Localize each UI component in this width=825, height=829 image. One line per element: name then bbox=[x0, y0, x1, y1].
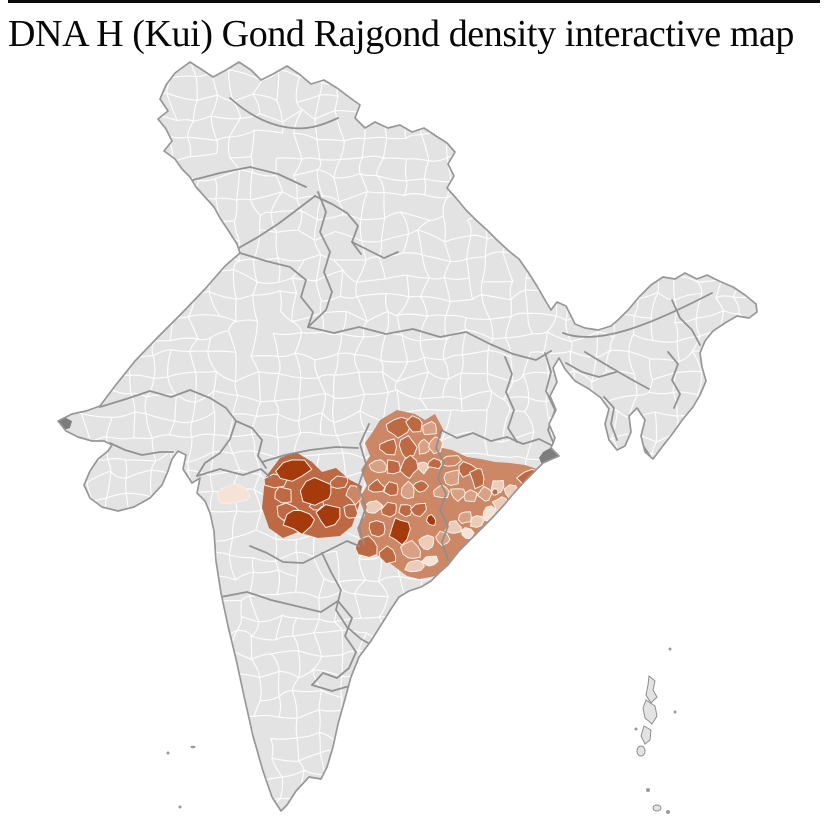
district-cell-l1[interactable] bbox=[275, 459, 313, 482]
district-cell-l2[interactable] bbox=[274, 486, 292, 504]
district-cell-l1[interactable] bbox=[388, 517, 411, 546]
district-cell-l1[interactable] bbox=[282, 510, 315, 535]
district-cell-l5[interactable] bbox=[404, 559, 425, 573]
district-cell-l4[interactable] bbox=[368, 459, 388, 474]
district-cell-l2[interactable] bbox=[469, 468, 485, 490]
district-cell-l4[interactable] bbox=[418, 438, 432, 455]
district-cell-l2[interactable] bbox=[386, 459, 401, 475]
district-cell-l5[interactable] bbox=[418, 534, 435, 551]
andaman-nicobar-islands bbox=[634, 647, 677, 814]
district-cell-l4[interactable] bbox=[400, 480, 415, 500]
district-cell-l2[interactable] bbox=[367, 478, 386, 493]
district-cell-l2[interactable] bbox=[458, 461, 478, 478]
district-cell-l1[interactable] bbox=[299, 477, 332, 506]
district-cell-l4[interactable] bbox=[463, 489, 478, 502]
district-cell-l2[interactable] bbox=[328, 475, 349, 489]
district-cell-l2[interactable] bbox=[343, 504, 359, 519]
district-cell-l1[interactable] bbox=[315, 504, 341, 528]
district-cell-l4[interactable] bbox=[400, 539, 421, 559]
district-cell-l2[interactable] bbox=[379, 438, 397, 456]
district-cell-l4[interactable] bbox=[477, 486, 493, 502]
district-cell-l4[interactable] bbox=[457, 511, 472, 525]
district-cell-l1[interactable] bbox=[426, 513, 437, 526]
district-cell-l2[interactable] bbox=[380, 501, 397, 518]
district-cell-l2[interactable] bbox=[399, 454, 419, 479]
district-cell-l2[interactable] bbox=[368, 520, 386, 538]
district-cell-l2[interactable] bbox=[412, 480, 430, 493]
district-cell-l2[interactable] bbox=[383, 481, 399, 497]
district-cell-l4[interactable] bbox=[450, 488, 467, 502]
district-cell-l2[interactable] bbox=[409, 502, 427, 518]
district-cell-l2[interactable] bbox=[491, 488, 499, 496]
district-cell-l5[interactable] bbox=[470, 515, 485, 528]
district-cell-l2[interactable] bbox=[427, 457, 443, 470]
district-cell-l4[interactable] bbox=[422, 421, 437, 436]
district-cell-l2[interactable] bbox=[385, 416, 411, 439]
district-cell-l6[interactable] bbox=[461, 527, 475, 540]
district-cell-l2[interactable] bbox=[354, 535, 378, 558]
district-cell-l6[interactable] bbox=[217, 483, 251, 505]
district-cell-l3[interactable] bbox=[439, 455, 462, 467]
district-cell-l2[interactable] bbox=[405, 415, 423, 433]
district-cell-l2[interactable] bbox=[378, 545, 397, 565]
lakshadweep-islands bbox=[166, 745, 196, 809]
district-cell-l2[interactable] bbox=[398, 504, 413, 518]
page-title: DNA H (Kui) Gond Rajgond density interac… bbox=[8, 13, 795, 55]
top-rule bbox=[8, 0, 820, 3]
district-cell-l4[interactable] bbox=[443, 469, 460, 486]
